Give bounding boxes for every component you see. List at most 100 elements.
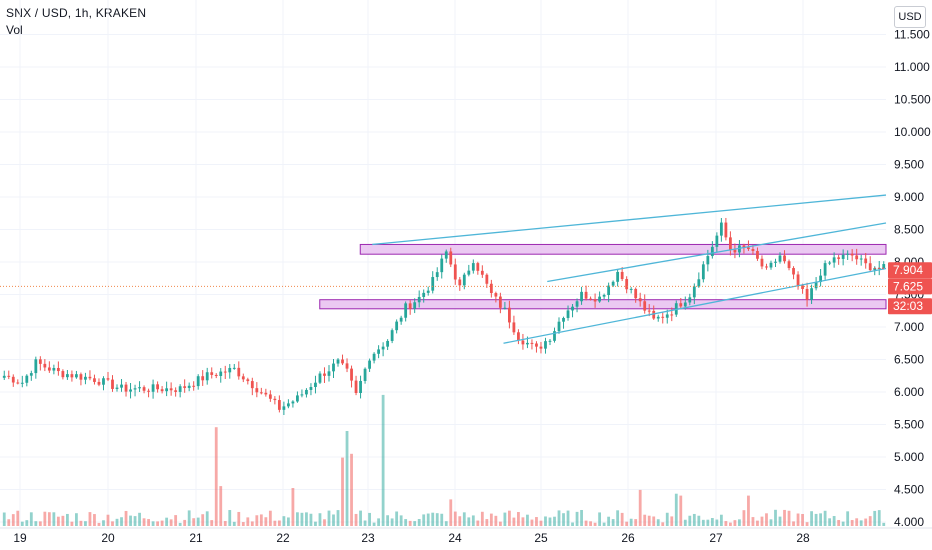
candle xyxy=(810,284,813,305)
candle-body xyxy=(526,342,529,345)
candle-body xyxy=(264,392,268,395)
volume-bar xyxy=(598,512,602,526)
candle xyxy=(183,379,187,393)
candle-body xyxy=(535,343,538,347)
x-tick-label: 25 xyxy=(534,531,548,545)
volume-bar xyxy=(710,518,714,526)
volume-bar xyxy=(52,512,56,526)
volume-bar xyxy=(841,521,845,526)
price-tags: 7.904 7.625 32:03 xyxy=(888,262,932,315)
candle xyxy=(846,250,850,260)
volume-bar xyxy=(75,513,78,526)
candle xyxy=(178,384,182,398)
volume-bar xyxy=(485,519,489,526)
support-resistance-zones[interactable] xyxy=(319,243,887,310)
volume-bar xyxy=(160,520,164,526)
candle-body xyxy=(250,381,254,389)
volume-bar xyxy=(553,516,556,526)
candle xyxy=(602,293,606,299)
volume-bar xyxy=(607,516,611,526)
candle xyxy=(34,356,38,379)
price-axis[interactable]: 4.0004.5005.0005.5006.0006.5007.0007.500… xyxy=(894,28,931,530)
candle-body xyxy=(377,349,381,354)
candle-body xyxy=(751,249,755,251)
volume-bar xyxy=(65,513,69,526)
candle-body xyxy=(237,367,241,377)
candle-body xyxy=(701,264,705,280)
volume-bar xyxy=(738,519,741,526)
candle xyxy=(354,375,358,396)
candle xyxy=(219,368,223,383)
candle-body xyxy=(553,331,556,341)
volume-bar xyxy=(250,521,254,526)
candle-body xyxy=(124,384,128,392)
candle-body xyxy=(25,375,29,383)
volume-bar xyxy=(88,512,92,526)
volume-bars xyxy=(2,394,886,526)
volume-bar xyxy=(120,517,123,526)
candle xyxy=(575,298,579,313)
y-tick-label: 6.500 xyxy=(894,353,924,367)
x-tick-label: 27 xyxy=(709,531,723,545)
candle-body xyxy=(810,288,813,300)
volume-bar xyxy=(277,520,281,526)
y-tick-label: 11.500 xyxy=(894,28,930,42)
candle-body xyxy=(580,291,583,302)
candle-body xyxy=(747,247,750,250)
candle-body xyxy=(43,363,47,368)
volume-bar xyxy=(196,517,200,526)
candle-body xyxy=(616,271,620,282)
candle xyxy=(196,374,200,390)
trendlines[interactable] xyxy=(372,194,887,344)
candle-body xyxy=(656,316,660,319)
candle xyxy=(850,249,854,262)
candle-body xyxy=(769,262,773,268)
trendline xyxy=(503,267,887,344)
y-tick-label: 4.500 xyxy=(894,483,924,497)
candle-body xyxy=(359,380,362,393)
candle-body xyxy=(314,382,317,387)
candle xyxy=(291,400,295,408)
candle xyxy=(350,365,353,388)
volume-bar xyxy=(183,519,187,526)
currency-button[interactable]: USD xyxy=(894,6,926,28)
volume-bar xyxy=(372,522,376,526)
candle-body xyxy=(620,271,624,280)
volume-bar xyxy=(431,512,435,526)
volume-bar xyxy=(774,509,777,526)
candle xyxy=(277,395,281,413)
volume-bar xyxy=(512,517,516,526)
candle xyxy=(855,248,859,265)
candle-body xyxy=(864,258,868,264)
candle-body xyxy=(634,288,638,299)
candle xyxy=(832,252,836,268)
candle xyxy=(688,293,692,306)
volume-bar xyxy=(828,518,832,526)
volume-bar xyxy=(354,513,358,526)
volume-bar xyxy=(381,394,385,526)
candle-body xyxy=(598,296,602,302)
candle xyxy=(634,287,638,303)
candle xyxy=(120,379,123,392)
candle xyxy=(11,374,15,387)
volume-bar xyxy=(395,511,399,526)
candle xyxy=(553,327,556,343)
candle xyxy=(47,361,51,373)
candle xyxy=(359,375,362,399)
candle xyxy=(323,367,326,383)
volume-bar xyxy=(111,521,114,526)
candle xyxy=(363,367,367,384)
candle xyxy=(305,388,308,398)
time-axis[interactable]: 19 20 21 22 23 24 25 26 27 28 xyxy=(0,527,932,545)
candle-body xyxy=(52,367,56,371)
volume-bar xyxy=(602,522,606,526)
volume-bar xyxy=(345,431,349,526)
candle xyxy=(7,370,11,380)
candle-body xyxy=(372,353,376,361)
candle-body xyxy=(106,378,110,380)
candle-body xyxy=(706,256,710,265)
y-tick-label: 5.000 xyxy=(894,450,924,464)
candle-body xyxy=(93,378,96,382)
candle xyxy=(571,303,574,318)
